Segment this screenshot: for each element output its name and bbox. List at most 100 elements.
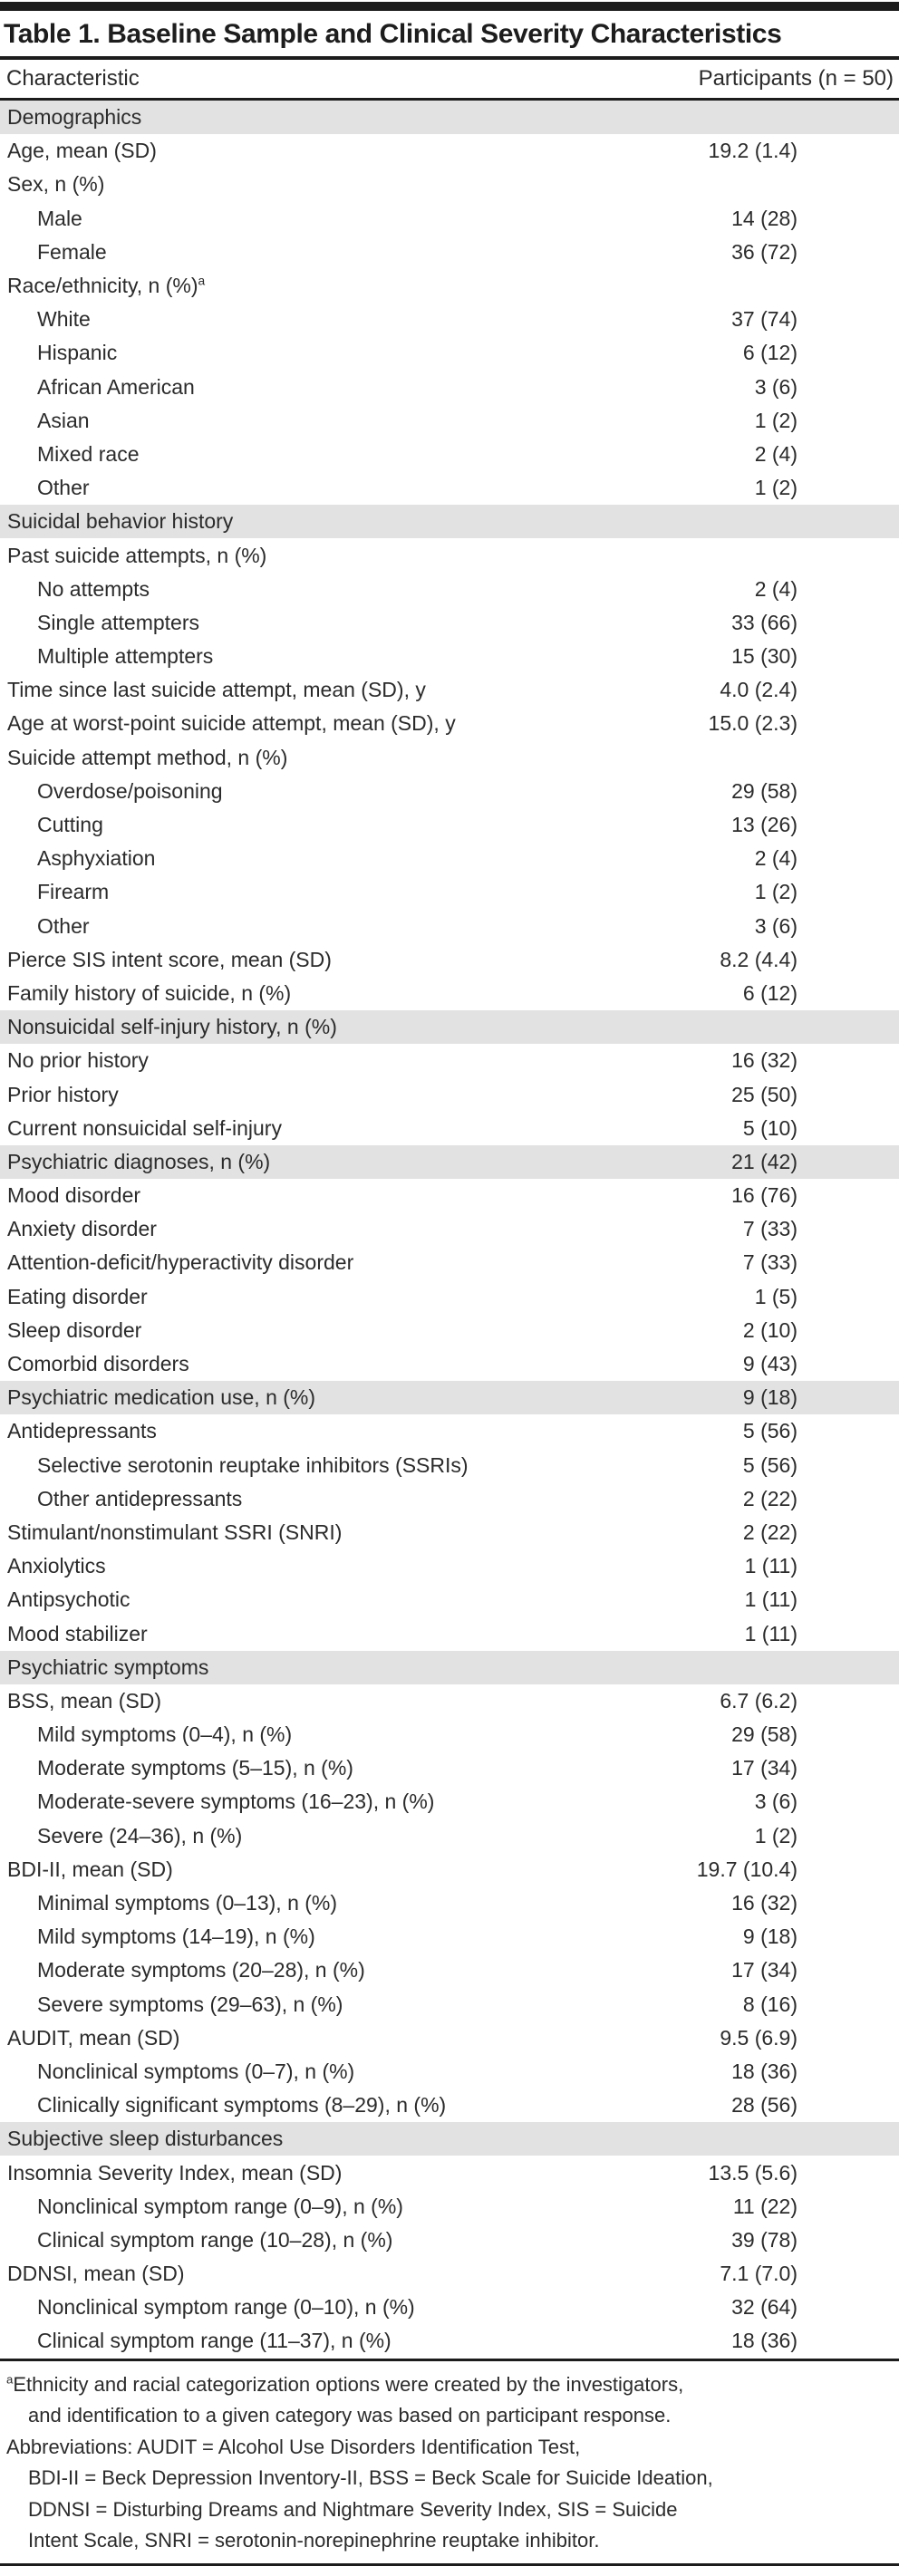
row-label: Suicidal behavior history (7, 509, 234, 534)
row-value: 4.0 (2.4) (720, 678, 798, 702)
table-row: Other antidepressants 2 (22) (0, 1482, 899, 1516)
row-label: Moderate symptoms (5–15), n (%) (37, 1756, 353, 1780)
row-label: Past suicide attempts, n (%) (7, 543, 267, 567)
row-value: 36 (72) (731, 239, 798, 264)
table-row: Minimal symptoms (0–13), n (%) 16 (32) (0, 1886, 899, 1920)
row-label: No prior history (7, 1048, 149, 1073)
footnote-marker: a (6, 2372, 14, 2387)
table-row: Hispanic 6 (12) (0, 336, 899, 370)
row-label: Anxiety disorder (7, 1217, 157, 1241)
table-row: Mood stabilizer 1 (11) (0, 1616, 899, 1650)
row-value: 8 (16) (742, 1992, 798, 2016)
row-label: Nonclinical symptoms (0–7), n (%) (37, 2059, 355, 2083)
row-value: 9 (43) (742, 1352, 798, 1376)
row-value: 1 (2) (754, 880, 798, 904)
table-row: Anxiety disorder 7 (33) (0, 1212, 899, 1246)
row-label: Multiple attempters (37, 644, 214, 669)
table-row: BDI-II, mean (SD) 19.7 (10.4) (0, 1853, 899, 1886)
row-value: 17 (34) (731, 1756, 798, 1780)
row-value: 1 (11) (744, 1621, 798, 1645)
row-label: Mild symptoms (0–4), n (%) (37, 1722, 293, 1747)
row-label: Psychiatric medication use, n (%) (7, 1385, 316, 1410)
row-value: 2 (22) (742, 1520, 798, 1544)
table-row: Sleep disorder 2 (10) (0, 1314, 899, 1347)
row-value: 1 (11) (744, 1587, 798, 1612)
row-value: 16 (32) (731, 1891, 798, 1915)
row-label: Anxiolytics (7, 1554, 106, 1578)
row-value: 9 (18) (742, 1385, 798, 1410)
row-label: Suicide attempt method, n (%) (7, 745, 288, 769)
footnote-line: Intent Scale, SNRI = serotonin-norepinep… (28, 2529, 600, 2552)
table-row: Nonclinical symptom range (0–9), n (%) 11… (0, 2190, 899, 2224)
row-value: 17 (34) (731, 1958, 798, 1983)
table-row: Time since last suicide attempt, mean (S… (0, 673, 899, 707)
row-value: 37 (74) (731, 307, 798, 332)
row-label: Time since last suicide attempt, mean (S… (7, 678, 426, 702)
row-label: No attempts (37, 576, 150, 601)
table-row: Moderate symptoms (20–28), n (%) 17 (34) (0, 1954, 899, 1987)
row-label: Mood stabilizer (7, 1621, 148, 1645)
footnotes: aEthnicity and racial categorization opt… (0, 2358, 899, 2557)
bottom-rule (0, 2562, 899, 2566)
row-value: 33 (66) (731, 610, 798, 634)
footnote-paragraph: aEthnicity and racial categorization opt… (0, 2369, 899, 2432)
row-label: Asian (37, 408, 90, 432)
table-row: Firearm 1 (2) (0, 875, 899, 909)
top-border-bar (0, 2, 899, 11)
row-value: 2 (4) (754, 576, 798, 601)
row-value: 29 (58) (731, 1722, 798, 1747)
row-value: 9.5 (6.9) (720, 2025, 798, 2050)
row-label: Demographics (7, 105, 142, 130)
row-label: Severe symptoms (29–63), n (%) (37, 1992, 343, 2016)
table-row: Clinical symptom range (10–28), n (%) 39 … (0, 2224, 899, 2257)
row-label: Family history of suicide, n (%) (7, 980, 292, 1005)
row-value: 15 (30) (731, 644, 798, 669)
row-label: Antipsychotic (7, 1587, 130, 1612)
row-label: Hispanic (37, 341, 118, 365)
row-label: Firearm (37, 880, 110, 904)
table-title: Table 1. Baseline Sample and Clinical Se… (4, 19, 782, 49)
table-row: Eating disorder 1 (5) (0, 1280, 899, 1314)
row-label: Clinically significant symptoms (8–29), … (37, 2093, 447, 2118)
row-value: 2 (4) (754, 441, 798, 466)
table-row: AUDIT, mean (SD) 9.5 (6.9) (0, 2021, 899, 2055)
row-value: 11 (22) (732, 2194, 798, 2218)
row-label: Cutting (37, 813, 103, 837)
row-label: Current nonsuicidal self-injury (7, 1115, 282, 1140)
table-row: Family history of suicide, n (%) 6 (12) (0, 977, 899, 1010)
row-value: 32 (64) (731, 2295, 798, 2320)
table-row: Sex, n (%) (0, 168, 899, 201)
table-row: Prior history 25 (50) (0, 1077, 899, 1111)
row-label: Eating disorder (7, 1284, 148, 1308)
row-value: 19.7 (10.4) (696, 1857, 798, 1881)
row-value: 1 (2) (754, 408, 798, 432)
row-label: Psychiatric symptoms (7, 1655, 209, 1679)
table-row: Female 36 (72) (0, 236, 899, 269)
table-row: No prior history 16 (32) (0, 1044, 899, 1077)
row-value: 5 (56) (742, 1452, 798, 1477)
row-label: Other (37, 913, 90, 938)
row-label: Other (37, 476, 90, 500)
row-value: 5 (56) (742, 1419, 798, 1443)
row-label: Minimal symptoms (0–13), n (%) (37, 1891, 338, 1915)
row-label: Nonclinical symptom range (0–9), n (%) (37, 2194, 403, 2218)
row-value: 6 (12) (742, 980, 798, 1005)
row-value: 3 (6) (754, 374, 798, 399)
row-label: Prior history (7, 1082, 119, 1106)
row-label: Sex, n (%) (7, 172, 105, 197)
row-label: Clinical symptom range (10–28), n (%) (37, 2227, 393, 2252)
row-value: 1 (2) (754, 1823, 798, 1848)
row-value: 29 (58) (731, 778, 798, 803)
table-row: Multiple attempters 15 (30) (0, 640, 899, 673)
table-row: Suicide attempt method, n (%) (0, 741, 899, 775)
row-label: Comorbid disorders (7, 1352, 189, 1376)
header-rule (0, 98, 899, 101)
footnote-line: and identification to a given category w… (28, 2404, 672, 2427)
row-label: Age at worst-point suicide attempt, mean… (7, 711, 456, 736)
table-row: White 37 (74) (0, 303, 899, 336)
row-label: Moderate symptoms (20–28), n (%) (37, 1958, 365, 1983)
row-label: African American (37, 374, 195, 399)
table-row: Other 1 (2) (0, 471, 899, 505)
row-label: BSS, mean (SD) (7, 1688, 161, 1713)
footnote-paragraph: Abbreviations: AUDIT = Alcohol Use Disor… (0, 2432, 899, 2557)
